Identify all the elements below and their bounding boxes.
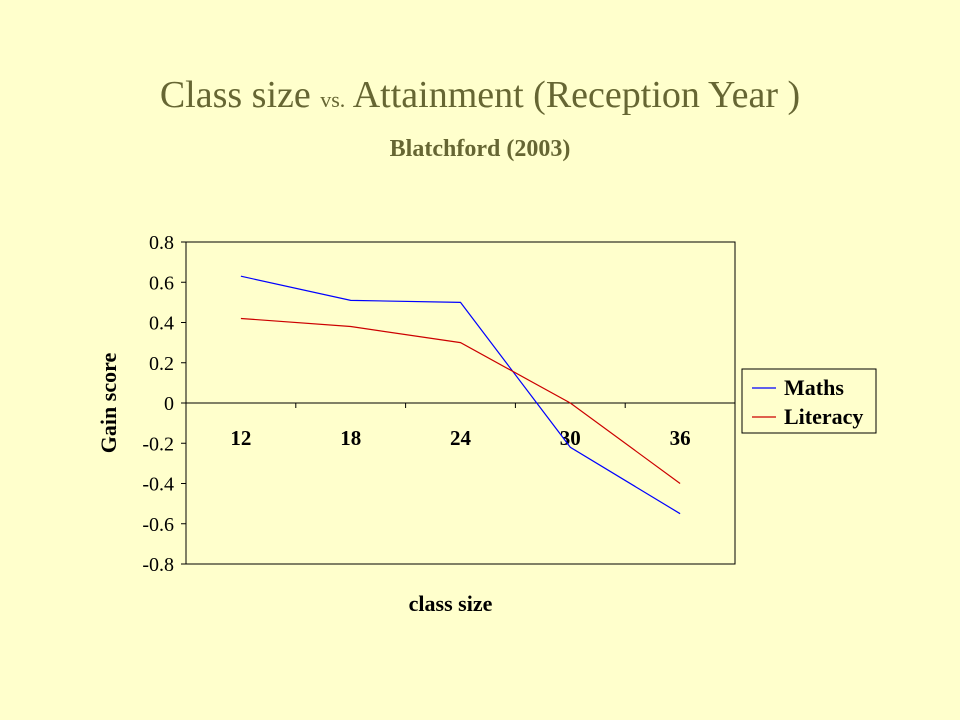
title-main: Class size xyxy=(159,74,321,116)
legend xyxy=(741,368,877,434)
x-tick-label: 24 xyxy=(450,426,472,450)
x-axis-title: class size xyxy=(409,591,493,616)
series-line-maths xyxy=(240,275,681,515)
y-tick-label: 0.4 xyxy=(149,313,174,335)
title-vs: vs. xyxy=(320,87,346,112)
y-tick-label: -0.6 xyxy=(142,514,174,536)
x-tick-label: 18 xyxy=(340,426,361,450)
y-tick-label: 0.8 xyxy=(149,232,174,254)
y-axis-title: Gain score xyxy=(96,353,121,454)
slide-title: Class size vs. Attainment (Reception Yea… xyxy=(0,72,960,123)
y-tick-label: 0 xyxy=(164,393,174,415)
y-tick-label: 0.6 xyxy=(149,272,174,294)
y-tick-label: -0.8 xyxy=(142,554,174,576)
series-line-literacy xyxy=(240,317,681,484)
x-tick-label: 30 xyxy=(560,426,581,450)
slide-subtitle: Blatchford (2003) xyxy=(389,136,571,162)
y-tick-label: 0.2 xyxy=(149,353,174,375)
title-rest: Attainment (Reception Year ) xyxy=(345,74,801,116)
x-tick-label: 12 xyxy=(230,426,251,450)
legend-label-literacy: Literacy xyxy=(784,404,863,429)
legend-label-maths: Maths xyxy=(784,375,844,400)
x-tick-label: 36 xyxy=(670,426,691,450)
y-tick-label: -0.2 xyxy=(142,433,174,455)
y-tick-label: -0.4 xyxy=(142,474,174,496)
